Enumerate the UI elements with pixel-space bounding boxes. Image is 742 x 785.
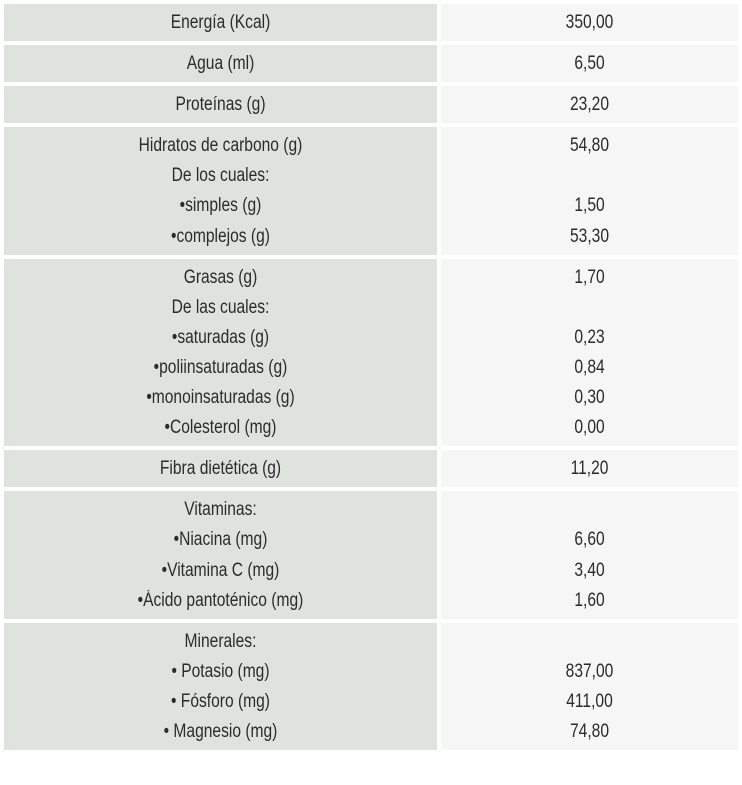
nutrient-value: 23,20 [569, 94, 609, 116]
nutrient-label: Minerales: [184, 630, 257, 652]
nutrient-value: 837,00 [565, 660, 614, 682]
nutrient-value: 11,20 [570, 458, 609, 480]
table-row-proteinas: Proteínas (g) 23,20 [4, 86, 738, 124]
table-row-hidratos: Hidratos de carbono (g) De los cuales: •… [4, 127, 738, 255]
nutrient-sublabel: •Vitamina C (mg) [161, 559, 280, 581]
nutrient-label: Energía (Kcal) [170, 12, 271, 33]
nutrient-label: Vitaminas: [184, 499, 257, 521]
nutrient-value: 0,84 [574, 356, 605, 378]
nutrient-sublabel: •saturadas (g) [171, 326, 270, 348]
nutrient-label-cell: Hidratos de carbono (g) De los cuales: •… [4, 127, 437, 255]
nutrient-label-cell: Proteínas (g) [4, 86, 437, 124]
nutrient-value: 1,70 [574, 266, 605, 288]
nutrient-value-cell: 1,70 . 0,23 0,84 0,30 0,00 [441, 258, 738, 447]
nutrient-sublabel: •complejos (g) [171, 225, 270, 247]
nutrient-label-cell: Grasas (g) De las cuales: •saturadas (g)… [4, 258, 437, 447]
table-row-vitaminas: Vitaminas: •Niacina (mg) •Vitamina C (mg… [4, 491, 738, 619]
nutrient-sublabel: •poliinsaturadas (g) [153, 356, 288, 378]
nutrient-value: 0,00 [574, 417, 605, 439]
table-row-energia: Energía (Kcal) 350,00 [4, 4, 738, 42]
table-row-minerales: Minerales: • Potasio (mg) • Fósforo (mg)… [4, 622, 738, 751]
nutrient-value: 74,80 [569, 720, 609, 742]
nutrient-label: Hidratos de carbono (g) [138, 135, 303, 157]
nutrient-value-cell: 54,80 . 1,50 53,30 [441, 127, 738, 255]
nutrient-value-cell: 6,50 [441, 45, 738, 83]
nutrient-sublabel: •simples (g) [179, 195, 262, 217]
table-row-grasas: Grasas (g) De las cuales: •saturadas (g)… [4, 258, 738, 447]
nutrient-label: Fibra dietética (g) [159, 458, 282, 480]
nutrient-sublabel: • Fósforo (mg) [171, 690, 270, 712]
nutrient-label-cell: Fibra dietética (g) [4, 450, 437, 488]
nutrient-label: Grasas (g) [183, 266, 258, 288]
nutrient-label-cell: Agua (ml) [4, 45, 437, 83]
nutrient-sublabel: • Potasio (mg) [171, 660, 270, 682]
nutrient-sublabel: •Ácido pantoténico (mg) [137, 589, 304, 611]
nutrient-value-cell: 23,20 [441, 86, 738, 124]
nutrient-value-cell: 11,20 [441, 450, 738, 488]
nutrient-value: 3,40 [574, 559, 605, 581]
nutrient-label: Proteínas (g) [175, 94, 266, 116]
nutrient-value: 6,50 [574, 53, 605, 75]
nutrient-label-cell: Energía (Kcal) [4, 4, 437, 42]
nutrient-value-cell: 350,00 [441, 4, 738, 42]
nutrient-label-cell: Vitaminas: •Niacina (mg) •Vitamina C (mg… [4, 491, 437, 619]
nutrient-value: 0,23 [574, 326, 605, 348]
nutrient-value: 53,30 [569, 225, 609, 247]
nutrient-value: 1,50 [574, 195, 605, 217]
nutrient-value-cell: . 6,60 3,40 1,60 [441, 491, 738, 619]
nutrient-value: 0,30 [574, 387, 605, 409]
table-row-fibra: Fibra dietética (g) 11,20 [4, 450, 738, 488]
nutrient-value: 6,60 [574, 529, 605, 551]
nutrient-sublabel: •Niacina (mg) [173, 529, 268, 551]
nutrient-sublabel: •monoinsaturadas (g) [146, 387, 295, 409]
nutrient-value: 350,00 [565, 12, 614, 33]
nutrient-value: 1,60 [574, 589, 605, 611]
nutrient-value: 54,80 [569, 135, 609, 157]
nutrient-sublabel: De los cuales: [171, 165, 270, 187]
nutrient-sublabel: • Magnesio (mg) [163, 720, 278, 742]
nutrient-label-cell: Minerales: • Potasio (mg) • Fósforo (mg)… [4, 622, 437, 751]
nutrient-value: 411,00 [566, 690, 613, 712]
nutrient-sublabel: •Colesterol (mg) [164, 417, 277, 439]
table-row-agua: Agua (ml) 6,50 [4, 45, 738, 83]
nutrient-sublabel: De las cuales: [171, 296, 270, 318]
nutrition-table: Energía (Kcal) 350,00 Agua (ml) 6,50 Pro… [4, 4, 738, 751]
nutrient-value-cell: . 837,00 411,00 74,80 [441, 622, 738, 751]
nutrient-label: Agua (ml) [186, 53, 255, 75]
